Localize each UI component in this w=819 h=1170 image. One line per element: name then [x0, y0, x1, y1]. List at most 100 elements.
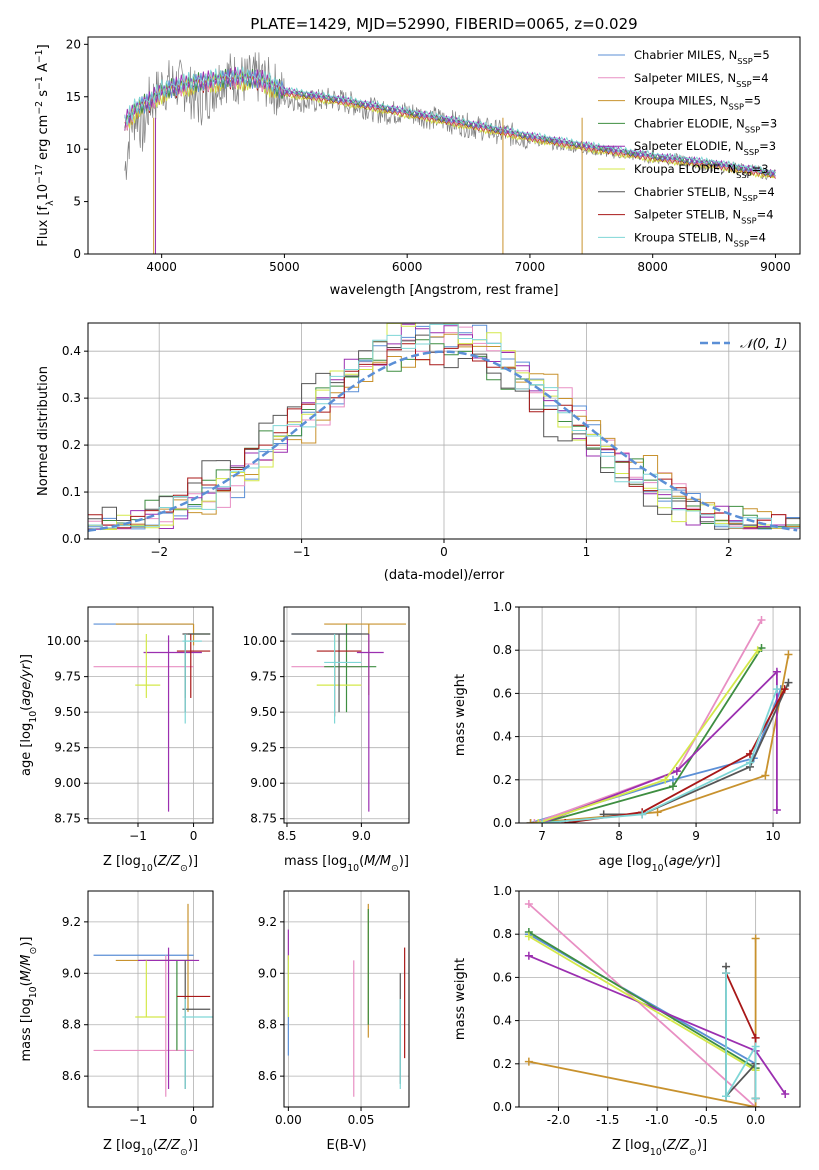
- x-axis-label: E(B-V): [326, 1138, 366, 1153]
- axes-frame: [518, 606, 801, 824]
- gaussian-reference-line: [88, 350, 798, 533]
- y-tick-label: 8.8: [258, 1018, 277, 1032]
- y-tick-label: 8.8: [62, 1018, 81, 1032]
- data-point-marker: [638, 810, 647, 819]
- x-tick-label: 2: [725, 545, 733, 559]
- y-tick-label: 10.00: [47, 634, 81, 648]
- x-axis-label: Z [log10(Z/Z⊙)]: [612, 1138, 707, 1158]
- data-point-marker: [772, 667, 781, 676]
- plot-area: [88, 323, 800, 533]
- y-tick-label: 9.75: [250, 670, 277, 684]
- data-point-marker: [753, 646, 762, 655]
- y-tick-label: 15: [66, 90, 81, 104]
- y-tick-label: 0.2: [493, 773, 512, 787]
- x-tick-label: 8.5: [277, 829, 296, 843]
- y-tick-label: 0.4: [493, 1014, 512, 1028]
- y-tick-label: 20: [66, 37, 81, 51]
- mass-weight-line: [541, 669, 778, 823]
- y-tick-label: 0.6: [493, 686, 512, 700]
- y-tick-label: 1.0: [493, 884, 512, 898]
- y-tick-label: 9.75: [54, 670, 81, 684]
- x-axis-label: mass [log10(M/M⊙)]: [284, 854, 409, 874]
- data-point-marker: [538, 819, 547, 823]
- data-point-marker: [530, 819, 539, 823]
- x-tick-label: 6000: [392, 260, 423, 274]
- y-axis-label: mass weight: [453, 958, 468, 1040]
- mass-weight-line: [528, 903, 757, 1107]
- legend-entry: Chabrier ELODIE, NSSP=3: [634, 116, 777, 134]
- plot-area: [124, 52, 776, 254]
- y-tick-label: 0.8: [493, 927, 512, 941]
- data-point-marker: [751, 934, 760, 943]
- data-point-marker: [672, 767, 681, 776]
- y-tick-label: 0.4: [62, 344, 81, 358]
- y-tick-label: 5: [73, 195, 81, 209]
- data-point-marker: [524, 932, 533, 941]
- panel-age_vs_Z: −1 0 8.75 9.00 9.25 9.50 9.75 10.00 Z [log10(Z/Z…: [19, 606, 214, 874]
- legend-entry: Kroupa STELIB, NSSP=4: [634, 230, 766, 248]
- model-spectrum-line: [124, 66, 776, 174]
- mass-weight-line: [528, 933, 757, 1065]
- y-tick-label: 9.25: [54, 741, 81, 755]
- x-tick-label: 8: [615, 829, 623, 843]
- data-point-marker: [757, 615, 766, 624]
- axes-frame: [87, 36, 801, 255]
- data-point-marker: [751, 1094, 760, 1103]
- panel-massweight_vs_age: 7 8 9 10 0.0 0.2 0.4 0.6 0.8 1.0 age [log10(age/yr…: [453, 600, 801, 874]
- plot-area: [524, 899, 790, 1107]
- data-point-marker: [784, 650, 793, 659]
- legend-entry: Salpeter MILES, NSSP=4: [634, 71, 769, 89]
- legend-entry: Kroupa MILES, NSSP=5: [634, 94, 761, 112]
- x-tick-label: −1: [293, 545, 311, 559]
- legend: Chabrier MILES, NSSP=5 Salpeter MILES, NS…: [598, 48, 777, 248]
- data-point-marker: [526, 819, 535, 823]
- y-tick-label: 8.6: [258, 1069, 277, 1083]
- mass-weight-line: [528, 938, 757, 1107]
- y-tick-label: 10.00: [243, 634, 277, 648]
- panel-spectrum: 4000 5000 6000 7000 8000 9000 0 5 10 15 20 waveleng…: [34, 36, 801, 298]
- legend-entry: Salpeter STELIB, NSSP=4: [634, 208, 774, 226]
- plot-area: [287, 903, 406, 1097]
- y-tick-label: 8.75: [250, 812, 277, 826]
- y-tick-label: 0.6: [493, 970, 512, 984]
- panel-residuals: −2 −1 0 1 2 0.0 0.1 0.2 0.3 0.4 (data-model)/error…: [36, 322, 801, 583]
- data-point-marker: [722, 969, 731, 978]
- x-tick-label: 9: [692, 829, 700, 843]
- panel-massweight_vs_Z: -2.0 -1.5 -1.0 -0.5 0.0 0.0 0.2 0.4 0.6 0.8 1.0 Z […: [453, 884, 801, 1158]
- x-axis-label: wavelength [Angstrom, rest frame]: [330, 283, 559, 298]
- x-tick-label: -0.5: [695, 1113, 718, 1127]
- y-tick-label: 0.1: [62, 485, 81, 499]
- y-tick-label: 9.00: [54, 776, 81, 790]
- y-tick-label: 9.2: [62, 915, 81, 929]
- legend-entry: 𝒩(0, 1): [740, 337, 787, 352]
- y-tick-label: 9.50: [54, 705, 81, 719]
- data-point-marker: [653, 808, 662, 817]
- plot-area: [291, 623, 407, 812]
- residual-histogram-line: [88, 343, 800, 529]
- y-tick-label: 0.4: [493, 730, 512, 744]
- y-tick-label: 0.8: [493, 643, 512, 657]
- x-tick-label: 9.0: [352, 829, 371, 843]
- data-point-marker: [722, 1092, 731, 1101]
- x-tick-label: 4000: [146, 260, 177, 274]
- x-tick-label: 0.0: [746, 1113, 765, 1127]
- x-tick-label: 7: [538, 829, 546, 843]
- residual-histogram-line: [88, 333, 800, 530]
- y-axis-label: age [log10(age/yr)]: [19, 654, 39, 776]
- data-point-marker: [524, 899, 533, 908]
- y-tick-label: 0.2: [493, 1057, 512, 1071]
- axes-frame: [87, 890, 214, 1108]
- mass-weight-line: [725, 966, 757, 1099]
- y-tick-label: 8.75: [54, 812, 81, 826]
- axes-frame: [518, 890, 801, 1108]
- data-point-marker: [751, 1042, 760, 1051]
- x-tick-label: 8000: [637, 260, 668, 274]
- y-tick-label: 0.0: [493, 816, 512, 830]
- plot-area: [93, 623, 211, 812]
- x-tick-label: 1: [583, 545, 591, 559]
- mass-weight-line: [725, 973, 757, 1100]
- data-point-marker: [772, 806, 781, 815]
- mass-weight-line: [528, 931, 757, 1069]
- data-point-marker: [751, 1033, 760, 1042]
- x-tick-label: −1: [129, 1113, 147, 1127]
